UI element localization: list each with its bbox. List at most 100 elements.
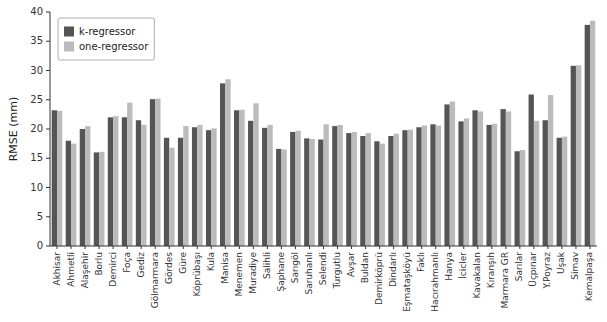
x-tick-label: Güre bbox=[178, 252, 188, 274]
x-tick-label: Hacırahmanlı bbox=[430, 252, 440, 312]
x-tick-label: Muradiye bbox=[248, 252, 258, 294]
bar bbox=[585, 25, 590, 246]
bar bbox=[352, 132, 357, 246]
x-tick bbox=[309, 246, 310, 249]
y-tick-label: 30 bbox=[30, 65, 43, 76]
y-tick-label: 20 bbox=[30, 123, 43, 134]
bar bbox=[430, 124, 435, 246]
bar bbox=[571, 66, 576, 246]
x-tick-label: Gölmarmara bbox=[150, 252, 160, 308]
bar bbox=[576, 65, 581, 246]
bar bbox=[290, 132, 295, 246]
x-tick bbox=[253, 246, 254, 249]
bar bbox=[85, 126, 90, 246]
x-tick-label: Dindarlı bbox=[388, 252, 398, 287]
x-tick bbox=[561, 246, 562, 249]
bar bbox=[557, 138, 562, 246]
x-tick-label: Alaşehir bbox=[80, 252, 90, 289]
x-tick-label: Sarılar bbox=[514, 252, 524, 281]
x-tick-label: Y.Poyraz bbox=[542, 252, 552, 290]
bar bbox=[169, 148, 174, 246]
x-tick bbox=[71, 246, 72, 249]
bar bbox=[529, 94, 534, 246]
x-tick-label: Köprübaşı bbox=[192, 252, 202, 297]
bar bbox=[80, 129, 85, 246]
x-tick-label: Manisa bbox=[220, 252, 230, 284]
bar bbox=[136, 120, 141, 246]
bar bbox=[276, 149, 281, 246]
x-tick bbox=[323, 246, 324, 249]
bar bbox=[234, 110, 239, 246]
x-tick bbox=[99, 246, 100, 249]
legend-swatch bbox=[64, 27, 74, 37]
x-tick-label: Demirci bbox=[108, 252, 118, 287]
bar bbox=[197, 125, 202, 246]
bar bbox=[562, 137, 567, 246]
bar bbox=[324, 124, 329, 246]
x-tick bbox=[533, 246, 534, 249]
y-tick bbox=[46, 99, 50, 100]
bar bbox=[108, 117, 113, 246]
bar bbox=[444, 104, 449, 246]
chart: 0510152025303540AkhisarAhmetliAlaşehirBo… bbox=[0, 0, 607, 322]
bar bbox=[267, 125, 272, 246]
bar bbox=[155, 99, 160, 246]
bar bbox=[71, 144, 76, 246]
bar bbox=[309, 139, 314, 246]
bar bbox=[380, 144, 385, 246]
bar bbox=[318, 140, 323, 246]
bar bbox=[472, 110, 477, 246]
x-tick-label: Kıranşıh bbox=[486, 252, 496, 288]
bar bbox=[346, 133, 351, 246]
x-tick-label: Kula bbox=[206, 252, 216, 271]
x-tick-label: Kemalpaşa bbox=[584, 252, 594, 301]
bar bbox=[520, 150, 525, 246]
bar bbox=[225, 79, 230, 246]
x-tick-label: Akhisar bbox=[52, 252, 62, 286]
bar bbox=[248, 121, 253, 246]
y-tick bbox=[46, 158, 50, 159]
bar bbox=[464, 118, 469, 246]
bar bbox=[388, 136, 393, 246]
x-tick bbox=[197, 246, 198, 249]
x-tick-label: Eşmataşköyü bbox=[402, 252, 412, 312]
x-tick-label: Demirköprü bbox=[374, 252, 384, 305]
x-tick-label: Faklı bbox=[416, 252, 426, 272]
x-tick bbox=[57, 246, 58, 249]
bar bbox=[164, 138, 169, 246]
bar bbox=[262, 128, 267, 246]
x-tick-label: Turgutlu bbox=[332, 252, 342, 290]
bar bbox=[178, 138, 183, 246]
x-tick bbox=[547, 246, 548, 249]
bar bbox=[501, 109, 506, 246]
bar bbox=[122, 117, 127, 246]
x-tick bbox=[295, 246, 296, 249]
y-tick-label: 10 bbox=[30, 182, 43, 193]
x-tick bbox=[337, 246, 338, 249]
bar bbox=[150, 99, 155, 246]
y-tick bbox=[46, 70, 50, 71]
x-tick bbox=[519, 246, 520, 249]
x-tick bbox=[85, 246, 86, 249]
x-tick bbox=[267, 246, 268, 249]
bar bbox=[66, 141, 71, 246]
bar bbox=[360, 136, 365, 246]
bar bbox=[183, 126, 188, 246]
x-tick-label: Salihli bbox=[262, 252, 272, 279]
bar bbox=[506, 111, 511, 246]
x-tick bbox=[379, 246, 380, 249]
x-tick-label: Uşak bbox=[556, 251, 566, 274]
y-tick-label: 40 bbox=[30, 6, 43, 17]
bar bbox=[450, 102, 455, 246]
x-tick-label: Saruhanlı bbox=[304, 252, 314, 295]
bar bbox=[486, 125, 491, 246]
bar bbox=[253, 103, 258, 246]
x-tick bbox=[113, 246, 114, 249]
bar bbox=[478, 111, 483, 246]
bar bbox=[408, 130, 413, 246]
x-tick bbox=[463, 246, 464, 249]
bar bbox=[394, 134, 399, 246]
bar bbox=[458, 121, 463, 246]
x-tick-label: Marmara GR bbox=[500, 252, 510, 308]
x-tick-label: Kavakalan bbox=[472, 252, 482, 298]
